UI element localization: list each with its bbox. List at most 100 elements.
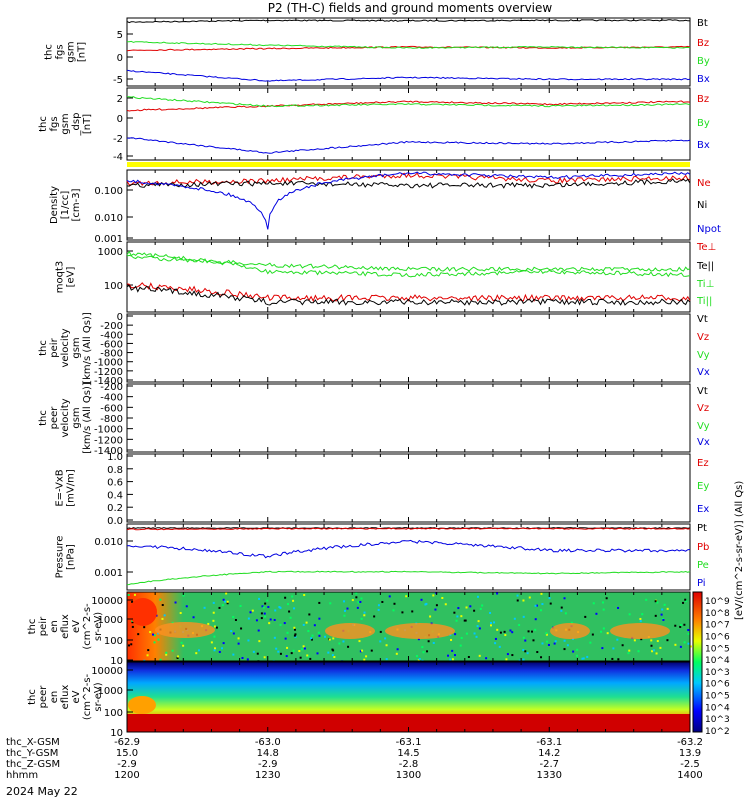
p10-speckle (589, 641, 592, 644)
p8-ylabel: E=-VxB (55, 469, 66, 506)
p10-speckle (496, 592, 499, 595)
p8-ytick-label: 0.0 (107, 516, 123, 527)
p10-speckle (628, 649, 631, 652)
p10-speckle (137, 633, 140, 636)
p10-speckle (302, 645, 305, 648)
p10-speckle (316, 652, 319, 655)
p7-legend-Vx: Vx (697, 437, 710, 448)
p10-speckle (343, 614, 346, 617)
p10-speckle (247, 639, 250, 642)
p10-speckle (601, 647, 604, 650)
p10-speckle (213, 625, 216, 628)
p10-speckle (309, 657, 312, 660)
p4-ylabel: Density (49, 186, 60, 224)
p10-ytick-label: 100 (104, 636, 123, 647)
p10-speckle (308, 613, 311, 616)
p10-speckle (310, 637, 313, 640)
p10-ytick-label: 1000 (98, 615, 123, 626)
p5-series-Ti|| (126, 254, 691, 272)
p10-speckle (540, 609, 543, 612)
ephem-value: -63.1 (536, 737, 562, 748)
p10-speckle (226, 600, 229, 603)
p10-speckle (457, 607, 460, 610)
p11-ylabel: (cm^2-s- (82, 673, 93, 720)
p10-enhancement (385, 623, 455, 639)
p10-speckle (606, 632, 609, 635)
p10-speckle (415, 655, 418, 658)
p9-series-Pi (126, 539, 691, 559)
date-label: 2024 May 22 (6, 785, 78, 798)
p10-speckle (522, 636, 525, 639)
p10-speckle (489, 611, 492, 614)
p10-speckle (687, 642, 690, 645)
p10-speckle (650, 644, 653, 647)
p10-speckle (459, 644, 462, 647)
p10-speckle (498, 645, 501, 648)
p10-speckle (318, 601, 321, 604)
p10-speckle (333, 656, 336, 659)
ephem-value: 15.0 (116, 748, 138, 759)
p10-speckle (572, 650, 575, 653)
p10-speckle (427, 640, 430, 643)
p10-speckle (659, 646, 662, 649)
p6-ytick-label: 0 (117, 312, 123, 323)
p10-speckle (264, 615, 267, 618)
p10-speckle (425, 602, 428, 605)
p7-ylabel: velocity (60, 398, 71, 437)
p10-speckle (273, 636, 276, 639)
p10-speckle (405, 595, 408, 598)
p5-series-Ti⊥ (126, 250, 691, 278)
p10-speckle (451, 658, 454, 661)
p10-speckle (284, 637, 287, 640)
p10-speckle (303, 594, 306, 597)
p10-speckle (127, 593, 130, 596)
p10-ylabel: peir (38, 616, 49, 636)
p10-speckle (197, 649, 200, 652)
p10-speckle (257, 629, 260, 632)
p10-enhancement (550, 623, 590, 639)
p5-ylabel: moqt3 (55, 261, 66, 294)
p1-ytick-label: 0 (117, 53, 123, 64)
p9-ylabel: Pressure (55, 536, 66, 579)
p10-speckle (273, 618, 276, 621)
p2-ylabel: gsm (60, 113, 71, 134)
p10-speckle (203, 606, 206, 609)
p10-speckle (180, 641, 183, 644)
p10-speckle (318, 634, 321, 637)
p10-speckle (152, 633, 155, 636)
p10-speckle (256, 652, 259, 655)
p10-speckle (481, 604, 484, 607)
p10-speckle (290, 652, 293, 655)
p10-speckle (171, 649, 174, 652)
p10-speckle (654, 600, 657, 603)
p10-speckle (215, 626, 218, 629)
p10-speckle (133, 593, 136, 596)
p10-speckle (213, 649, 216, 652)
p1-legend-Bt: Bt (697, 18, 708, 29)
p7-ylabel: peer (49, 406, 60, 430)
p10-speckle (392, 609, 395, 612)
p10-speckle (260, 612, 263, 615)
p5-ytick-label: 100 (104, 281, 123, 292)
p2-ylabel: thc (38, 116, 49, 132)
p2-ylabel: fgs (49, 116, 60, 131)
p10-speckle (289, 616, 292, 619)
p10-speckle (328, 638, 331, 641)
p7-ylabel: gsm (71, 407, 82, 428)
ephem-label-2: thc_Z-GSM (6, 759, 60, 770)
p10-speckle (300, 648, 303, 651)
p10-speckle (605, 597, 608, 600)
colorbar-tick-label: 10^3 (705, 668, 730, 678)
p10-speckle (499, 631, 502, 634)
p4-ylabel: [cm-3] (71, 188, 82, 221)
p10-speckle (494, 637, 497, 640)
p10-speckle (385, 658, 388, 661)
p10-speckle (370, 649, 373, 652)
p10-speckle (347, 645, 350, 648)
p10-speckle (540, 656, 543, 659)
p10-speckle (207, 622, 210, 625)
ephem-value: -2.8 (399, 759, 419, 770)
p10-ylabel: sr-eV) (93, 612, 104, 641)
p10-speckle (361, 649, 364, 652)
p11-ytick-label: 10000 (91, 666, 123, 677)
